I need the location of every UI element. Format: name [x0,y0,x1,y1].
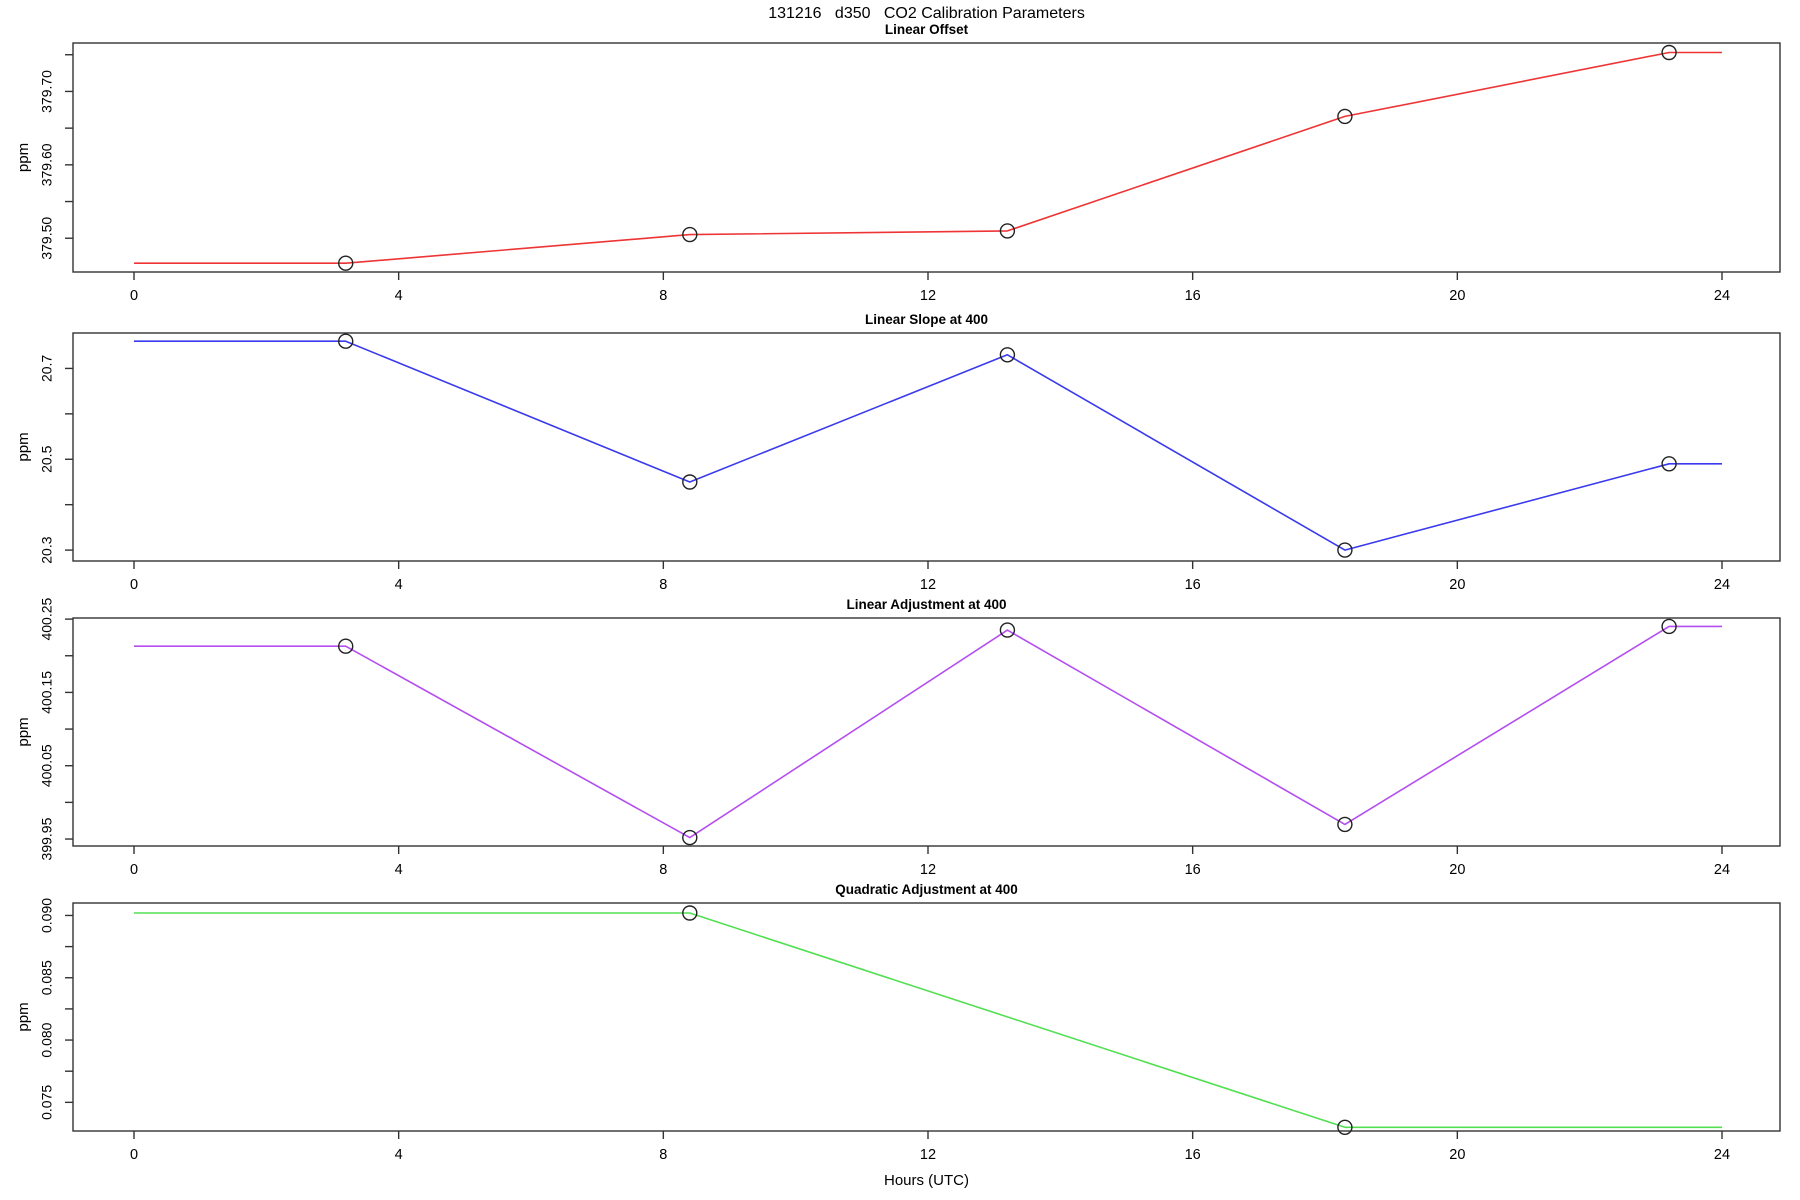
panel-title-quadratic-adjustment: Quadratic Adjustment at 400 [835,882,1018,897]
y-tick-label: 400.05 [39,744,55,787]
x-tick-label: 8 [659,577,667,593]
x-tick-label: 20 [1449,1147,1465,1163]
x-tick-label: 8 [659,1147,667,1163]
x-tick-label: 16 [1185,1147,1201,1163]
data-point-marker [1337,542,1353,558]
x-tick-label: 4 [395,862,403,878]
x-tick-label: 24 [1714,577,1730,593]
panel-title-linear-offset: Linear Offset [884,22,969,37]
x-tick-label: 0 [130,577,138,593]
data-point-marker [338,333,354,349]
panel-title-linear-adjustment: Linear Adjustment at 400 [846,597,1007,612]
data-point-marker [682,829,698,846]
y-axis-label: ppm [15,432,32,461]
y-tick-label: 399.95 [39,817,55,860]
x-tick-label: 0 [130,862,138,878]
data-point-marker [682,905,698,921]
panel-title-linear-slope: Linear Slope at 400 [864,312,989,327]
data-point-marker [1337,108,1353,125]
figure-main-title: 131216 d350 CO2 Calibration Parameters [768,5,1085,22]
y-tick-label: 400.25 [39,597,55,640]
series-line [134,51,1722,265]
series-line [134,625,1722,839]
y-tick-label: 0.080 [39,1022,55,1057]
x-tick-label: 4 [395,577,403,593]
x-tick-label: 8 [659,862,667,878]
data-point-marker [1661,618,1677,635]
x-tick-label: 12 [920,862,936,878]
x-tick-label: 4 [395,288,403,304]
x-tick-label: 20 [1449,288,1465,304]
y-tick-label: 20.5 [39,445,55,472]
data-point-marker [999,223,1016,239]
y-tick-label: 20.3 [39,536,55,563]
y-tick-label: 379.70 [39,70,55,113]
x-tick-label: 16 [1185,288,1201,304]
data-point-marker [682,226,698,243]
series-line [134,912,1722,1129]
panel-box [72,332,1781,562]
x-axis-label: Hours (UTC) [884,1172,969,1189]
y-axis-label: ppm [15,1002,32,1031]
panel-box [72,617,1781,847]
y-tick-label: 400.15 [39,671,55,714]
data-point-marker [999,347,1016,363]
x-tick-label: 0 [130,1147,138,1163]
x-tick-label: 12 [920,288,936,304]
panel-box [72,902,1781,1132]
series-line [134,340,1722,551]
y-axis-label: ppm [15,717,32,746]
data-point-marker [1337,816,1353,833]
panel-box [72,42,1781,273]
data-point-marker [338,255,354,271]
y-tick-label: 379.50 [39,217,55,260]
x-tick-label: 24 [1714,862,1730,878]
data-point-marker [1337,1119,1353,1136]
data-point-marker [1661,44,1677,61]
y-axis-label: ppm [15,143,32,172]
x-tick-label: 24 [1714,288,1730,304]
data-point-marker [682,474,698,490]
x-tick-label: 16 [1185,862,1201,878]
y-tick-label: 379.60 [39,143,55,186]
x-tick-label: 20 [1449,862,1465,878]
x-tick-label: 8 [659,288,667,304]
data-point-marker [999,622,1016,638]
x-tick-label: 12 [920,577,936,593]
x-tick-label: 24 [1714,1147,1730,1163]
y-tick-label: 0.075 [39,1085,55,1120]
x-tick-label: 4 [395,1147,403,1163]
y-tick-label: 0.085 [39,960,55,995]
x-tick-label: 20 [1449,577,1465,593]
x-tick-label: 16 [1185,577,1201,593]
x-tick-label: 0 [130,288,138,304]
y-tick-label: 0.090 [39,898,55,933]
y-tick-label: 20.7 [39,355,55,382]
data-point-marker [338,638,354,654]
data-point-marker [1661,456,1677,472]
x-tick-label: 12 [920,1147,936,1163]
